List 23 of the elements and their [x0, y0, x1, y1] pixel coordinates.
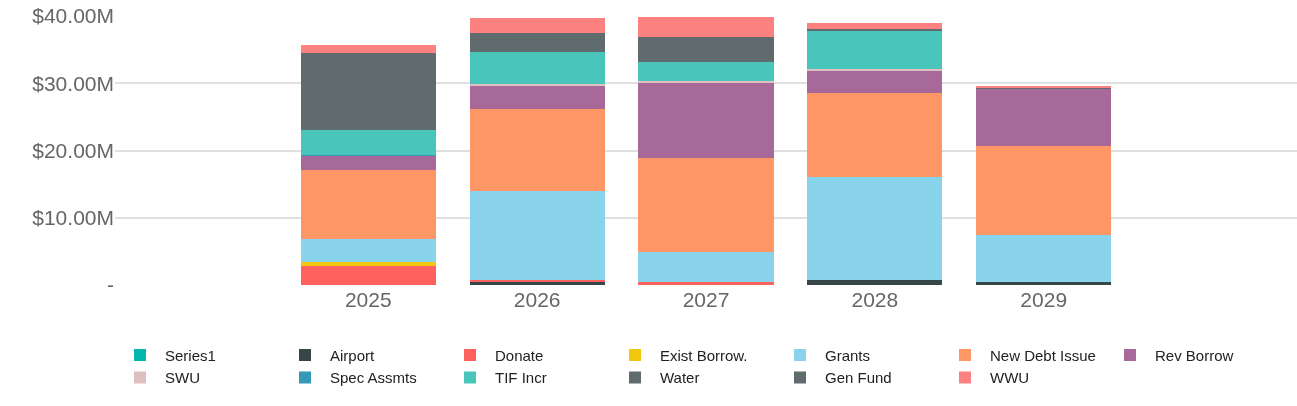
legend-label: Spec Assmts [330, 369, 417, 387]
x-tick-label: 2027 [682, 288, 730, 311]
legend-label: Exist Borrow. [660, 346, 748, 364]
legend-label: TIF Incr [495, 369, 547, 387]
legend-label: Gen Fund [825, 369, 892, 387]
y-tick-label: - [107, 273, 114, 297]
y-tick-label: $40.00M [32, 4, 114, 28]
legend-label: Series1 [165, 346, 216, 364]
y-tick-label: $10.00M [32, 206, 114, 230]
legend-label: WWU [990, 369, 1030, 387]
x-tick-label: 2029 [1020, 288, 1068, 311]
y-tick-label: $20.00M [32, 138, 114, 162]
legend-label: Rev Borrow [1155, 346, 1234, 364]
x-tick-label: 2026 [513, 288, 561, 311]
legend-label: Airport [330, 346, 376, 364]
legend-label: Grants [825, 346, 871, 364]
legend-label: SWU [165, 369, 200, 387]
y-tick-label: $30.00M [32, 71, 114, 95]
legend-label: New Debt Issue [990, 346, 1096, 364]
x-tick-label: 2028 [851, 288, 899, 311]
legend-label: Water [660, 369, 700, 387]
x-tick-label: 2025 [344, 288, 392, 311]
legend-label: Donate [495, 346, 544, 364]
